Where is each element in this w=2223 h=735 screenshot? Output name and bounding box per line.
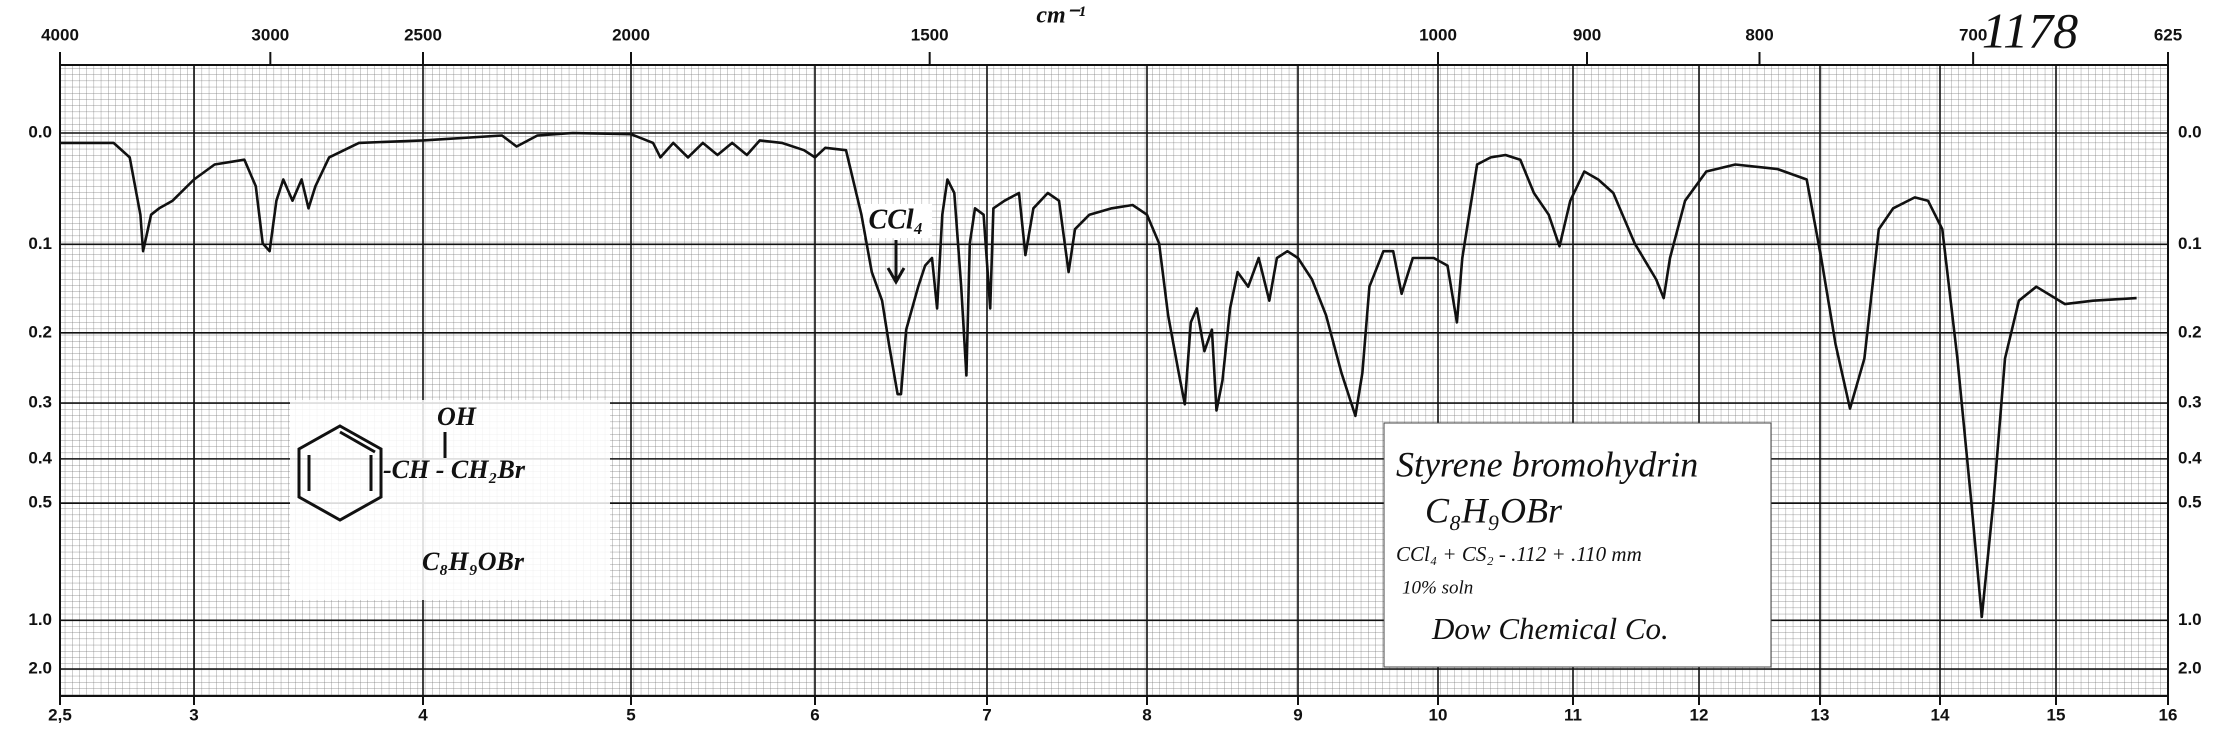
y-tick-label: 0.2	[28, 322, 52, 341]
x2-tick-label: 1500	[911, 25, 949, 44]
y-tick-label: 0.4	[28, 448, 52, 467]
spectrum-number: 1178	[1982, 2, 2078, 58]
grid	[59, 65, 2169, 696]
x-tick-label: 14	[1931, 705, 1950, 724]
y-tick-label: 2.0	[28, 658, 52, 677]
y-tick-label: 0.1	[28, 234, 52, 253]
plot-frame	[59, 64, 2169, 697]
x-tick-label: 13	[1811, 705, 1830, 724]
solvent-label: CCl₄	[869, 204, 924, 235]
x2-tick-label: 4000	[41, 25, 79, 44]
structure-oh: OH	[437, 402, 477, 431]
y-tick-label: 0.5	[28, 493, 52, 512]
spectrum-line	[60, 131, 2137, 619]
x-tick-label: 16	[2159, 705, 2178, 724]
solvent-arrow	[886, 240, 906, 286]
benzene-ring	[297, 424, 383, 522]
y-tick-label: 0.0	[28, 122, 52, 141]
y-tick-label-right: 0.4	[2178, 448, 2202, 467]
x-tick-label: 7	[982, 705, 991, 724]
y-tick-label: 0.3	[28, 393, 52, 412]
x2-tick-label: 700	[1959, 25, 1987, 44]
structure-formula: C₈H₉OBr	[422, 547, 525, 576]
x2-tick-label: 3000	[251, 25, 289, 44]
y-tick-label-right: 0.2	[2178, 322, 2202, 341]
y-tick-label-right: 0.3	[2178, 393, 2202, 412]
source: Dow Chemical Co.	[1431, 611, 1669, 646]
x-tick-label: 10	[1429, 705, 1448, 724]
x2-tick-label: 1000	[1419, 25, 1457, 44]
x-tick-label: 5	[626, 705, 635, 724]
x-tick-label: 4	[418, 705, 428, 724]
fine-grid	[60, 65, 2168, 696]
structure-chain: -CH - CH₂Br	[383, 455, 526, 484]
label-backing	[862, 204, 932, 238]
y-tick-label-right: 0.0	[2178, 122, 2202, 141]
x2-tick-label: 900	[1573, 25, 1601, 44]
x2-tick-label: 625	[2154, 25, 2182, 44]
y-tick-label: 1.0	[28, 610, 52, 629]
y-tick-label-right: 2.0	[2178, 658, 2202, 677]
x-tick-label: 11	[1564, 705, 1582, 724]
x-tick-label: 2,5	[48, 705, 72, 724]
x-tick-label: 9	[1293, 705, 1302, 724]
x-tick-label: 8	[1142, 705, 1151, 724]
y-tick-label-right: 0.1	[2178, 234, 2202, 253]
x2-tick-label: 800	[1745, 25, 1773, 44]
cell-info: CCl₄ + CS₂ - .112 + .110 mm	[1396, 542, 1642, 566]
info-box	[1383, 422, 1772, 668]
compound-name: Styrene bromohydrin	[1396, 444, 1698, 484]
y-tick-label-right: 0.5	[2178, 493, 2202, 512]
x-tick-label: 15	[2047, 705, 2066, 724]
compound-formula: C₈H₉OBr	[1425, 490, 1563, 530]
y-tick-label-right: 1.0	[2178, 610, 2202, 629]
x-tick-label: 12	[1690, 705, 1709, 724]
x2-tick-label: 2500	[404, 25, 442, 44]
top-axis-label: cm⁻¹	[1036, 3, 1085, 29]
concentration: 10% soln	[1402, 577, 1473, 598]
x2-tick-label: 2000	[612, 25, 650, 44]
x-tick-label: 6	[810, 705, 819, 724]
ring-bonds	[307, 430, 376, 491]
x-tick-label: 3	[189, 705, 198, 724]
